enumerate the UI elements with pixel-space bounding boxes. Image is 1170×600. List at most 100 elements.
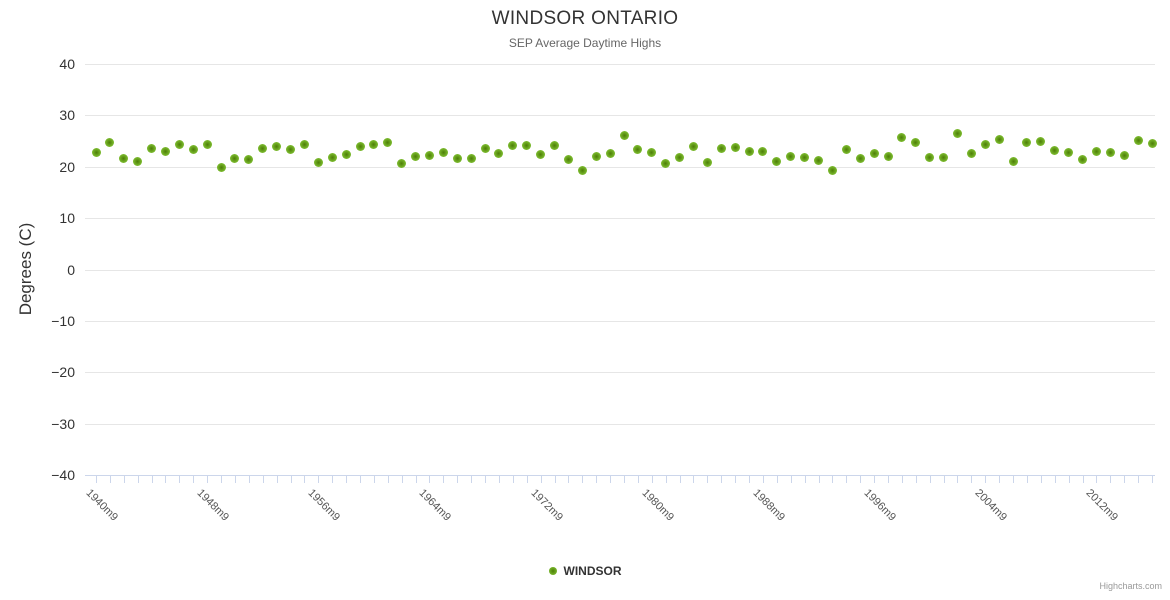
data-point[interactable] <box>758 147 768 157</box>
data-point[interactable] <box>1036 137 1046 147</box>
legend-item-windsor[interactable]: WINDSOR <box>548 563 622 579</box>
data-point[interactable] <box>688 142 698 152</box>
x-axis-tick <box>610 475 612 484</box>
x-axis-tick-label: 1956m9 <box>305 487 343 524</box>
data-point[interactable] <box>1133 135 1143 145</box>
data-point[interactable] <box>647 147 657 157</box>
x-axis-tick <box>693 475 695 484</box>
gridline <box>85 166 1155 168</box>
x-axis-tick <box>776 475 778 484</box>
data-point[interactable] <box>119 153 129 163</box>
data-point[interactable] <box>675 153 685 163</box>
data-point[interactable] <box>800 152 810 162</box>
x-axis-tick <box>957 475 959 484</box>
data-point[interactable] <box>105 137 115 147</box>
data-point[interactable] <box>1147 139 1157 148</box>
data-point[interactable] <box>355 141 365 151</box>
data-point[interactable] <box>258 143 268 153</box>
data-point[interactable] <box>841 144 851 154</box>
y-axis-tick-label: 10 <box>59 210 75 227</box>
data-point[interactable] <box>397 159 407 169</box>
data-point[interactable] <box>369 140 379 150</box>
data-point[interactable] <box>508 140 518 150</box>
data-point[interactable] <box>1050 146 1060 156</box>
data-point[interactable] <box>925 153 935 163</box>
data-point[interactable] <box>702 158 712 168</box>
data-point[interactable] <box>577 166 587 176</box>
data-point[interactable] <box>536 150 546 160</box>
data-point[interactable] <box>1105 147 1115 157</box>
data-point[interactable] <box>814 155 824 165</box>
y-axis-tick-label: 40 <box>59 55 75 72</box>
data-point[interactable] <box>980 140 990 150</box>
data-point[interactable] <box>230 154 240 164</box>
data-point[interactable] <box>939 153 949 163</box>
data-point[interactable] <box>216 162 226 172</box>
data-point[interactable] <box>411 152 421 162</box>
x-axis-tick <box>498 475 500 484</box>
data-point[interactable] <box>550 141 560 151</box>
data-point[interactable] <box>633 144 643 154</box>
data-point[interactable] <box>619 131 629 141</box>
data-point[interactable] <box>827 166 837 176</box>
x-axis-tick <box>234 475 236 484</box>
data-point[interactable] <box>286 145 296 155</box>
data-point[interactable] <box>272 142 282 152</box>
data-point[interactable] <box>786 151 796 161</box>
x-axis-tick <box>1152 475 1154 484</box>
x-axis-tick <box>1138 475 1140 484</box>
data-point[interactable] <box>522 140 532 150</box>
data-point[interactable] <box>966 149 976 159</box>
x-axis-tick <box>554 475 556 484</box>
data-point[interactable] <box>994 135 1004 145</box>
x-axis-tick <box>1026 475 1028 484</box>
x-axis-tick <box>637 475 639 484</box>
data-point[interactable] <box>424 151 434 161</box>
data-point[interactable] <box>897 133 907 143</box>
data-point[interactable] <box>91 148 101 158</box>
data-point[interactable] <box>299 140 309 150</box>
highcharts-credits-link[interactable]: Highcharts.com <box>1099 581 1162 591</box>
x-axis-tick <box>1082 475 1084 484</box>
data-point[interactable] <box>1091 147 1101 157</box>
data-point[interactable] <box>313 158 323 168</box>
data-point[interactable] <box>952 128 962 138</box>
data-point[interactable] <box>563 155 573 165</box>
data-point[interactable] <box>730 142 740 152</box>
x-axis-tick <box>1096 475 1098 484</box>
x-axis-tick <box>248 475 250 484</box>
data-point[interactable] <box>1022 137 1032 147</box>
data-point[interactable] <box>661 159 671 169</box>
data-point[interactable] <box>1078 154 1088 164</box>
data-point[interactable] <box>383 137 393 147</box>
data-point[interactable] <box>1119 151 1129 161</box>
data-point[interactable] <box>911 137 921 147</box>
data-point[interactable] <box>716 144 726 154</box>
x-axis-tick <box>790 475 792 484</box>
data-point[interactable] <box>341 150 351 160</box>
data-point[interactable] <box>466 154 476 164</box>
data-point[interactable] <box>605 148 615 158</box>
data-point[interactable] <box>327 153 337 163</box>
data-point[interactable] <box>772 157 782 166</box>
data-point[interactable] <box>147 143 157 153</box>
data-point[interactable] <box>591 152 601 162</box>
data-point[interactable] <box>133 157 143 166</box>
data-point[interactable] <box>244 154 254 164</box>
data-point[interactable] <box>855 154 865 164</box>
data-point[interactable] <box>744 147 754 157</box>
data-point[interactable] <box>883 152 893 162</box>
data-point[interactable] <box>869 148 879 158</box>
data-point[interactable] <box>160 147 170 157</box>
data-point[interactable] <box>188 144 198 154</box>
data-point[interactable] <box>452 154 462 164</box>
data-point[interactable] <box>480 143 490 153</box>
data-point[interactable] <box>202 140 212 150</box>
x-axis-tick <box>901 475 903 484</box>
data-point[interactable] <box>1008 157 1018 166</box>
x-axis-tick <box>943 475 945 484</box>
data-point[interactable] <box>1064 148 1074 158</box>
data-point[interactable] <box>438 147 448 157</box>
data-point[interactable] <box>174 140 184 150</box>
data-point[interactable] <box>494 148 504 158</box>
